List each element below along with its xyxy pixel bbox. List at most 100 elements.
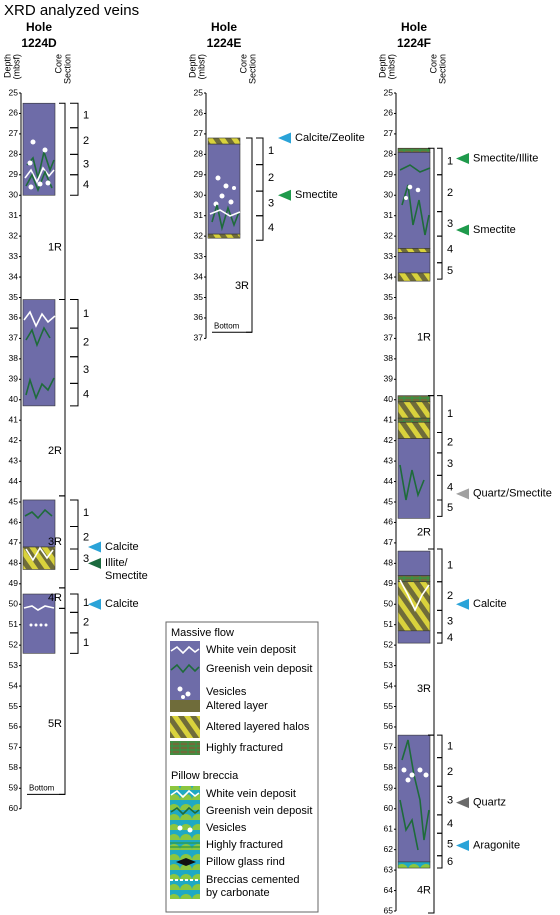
depth-tick-label: 36 [9, 312, 19, 322]
section-bracket [256, 137, 264, 166]
section-bracket [70, 632, 79, 654]
depth-tick-label: 41 [9, 414, 19, 424]
recovered-interval [22, 546, 56, 570]
recovered-interval [397, 252, 431, 274]
depth-tick-label: 38 [384, 353, 394, 363]
depth-tick-label: 65 [384, 905, 394, 915]
depth-tick-label: 53 [384, 660, 394, 670]
depth-tick-label: 63 [384, 864, 394, 874]
section-bracket [437, 431, 443, 454]
depth-tick-label: 60 [9, 803, 19, 813]
xrd-marker [278, 189, 291, 201]
hole-prefix: Hole [401, 20, 427, 34]
depth-tick-label: 58 [9, 762, 19, 772]
depth-tick-label: 49 [384, 578, 394, 588]
axis-label: Core [428, 54, 438, 74]
legend-item: Highly fractured [206, 839, 283, 851]
axis-label: Core [238, 54, 248, 74]
depth-tick-label: 35 [9, 292, 19, 302]
depth-tick-label: 55 [9, 701, 19, 711]
section-bracket [437, 262, 443, 280]
depth-tick-label: 31 [384, 210, 394, 220]
section-bracket [70, 526, 79, 550]
depth-tick-label: 55 [384, 701, 394, 711]
depth-tick-label: 39 [384, 374, 394, 384]
axis-label: Depth [377, 54, 387, 78]
recovered-interval [397, 401, 431, 419]
core-label: 2R [417, 527, 431, 539]
legend-item: White vein deposit [206, 644, 296, 656]
depth-tick-label: 28 [384, 149, 394, 159]
section-bracket [256, 190, 264, 217]
xrd-label: Smectite [295, 189, 338, 201]
section-label: 1 [83, 637, 89, 649]
depth-tick-label: 30 [9, 190, 19, 200]
section-label: 1 [83, 109, 89, 121]
depth-tick-label: 46 [384, 517, 394, 527]
depth-tick-label: 31 [194, 210, 204, 220]
axis-label: Section [437, 54, 447, 84]
depth-tick-label: 57 [9, 742, 19, 752]
recovered-interval [207, 233, 241, 239]
depth-tick-label: 54 [384, 680, 394, 690]
legend-item: Vesicles [206, 686, 247, 698]
section-label: 1 [83, 597, 89, 609]
section-bracket [70, 153, 79, 176]
section-label: 1 [83, 507, 89, 519]
section-bracket [70, 499, 79, 528]
xrd-label: Aragonite [473, 839, 520, 851]
section-bracket [437, 211, 443, 237]
section-label: 2 [447, 437, 453, 449]
section-label: 1 [447, 740, 453, 752]
section-bracket [437, 452, 443, 476]
depth-tick-label: 25 [9, 87, 19, 97]
legend-item: Altered layer [206, 700, 268, 712]
core-bracket [59, 607, 66, 795]
section-label: 5 [447, 265, 453, 277]
section-label: 2 [83, 336, 89, 348]
section-bracket [70, 593, 79, 613]
depth-tick-label: 29 [9, 169, 19, 179]
xrd-marker [456, 598, 469, 610]
depth-tick-label: 30 [384, 190, 394, 200]
depth-tick-label: 45 [384, 496, 394, 506]
depth-tick-label: 33 [9, 251, 19, 261]
hole-name: 1224E [207, 36, 242, 50]
xrd-marker [278, 132, 291, 144]
section-label: 3 [83, 158, 89, 170]
section-bracket [70, 548, 79, 570]
recovered-interval [397, 147, 431, 153]
section-label: 3 [447, 616, 453, 628]
xrd-marker [456, 488, 469, 500]
depth-tick-label: 31 [9, 210, 19, 220]
depth-tick-label: 45 [9, 496, 19, 506]
section-bracket [70, 611, 79, 634]
depth-tick-label: 60 [384, 803, 394, 813]
recovered-interval [397, 272, 431, 282]
bottom-label: Bottom [29, 784, 55, 793]
depth-tick-label: 26 [384, 108, 394, 118]
xrd-label: Calcite [473, 598, 507, 610]
recovered-interval [207, 137, 241, 145]
section-bracket [437, 855, 443, 869]
section-label: 1 [447, 559, 453, 571]
section-label: 3 [447, 794, 453, 806]
xrd-label: Quartz [473, 797, 506, 809]
depth-tick-label: 52 [9, 639, 19, 649]
depth-tick-label: 35 [384, 292, 394, 302]
legend-item: Altered layered halos [206, 721, 310, 733]
core-label: 3R [417, 683, 431, 695]
core-label: 3R [48, 536, 62, 548]
depth-tick-label: 59 [384, 783, 394, 793]
section-label: 2 [83, 135, 89, 147]
recovered-interval [22, 593, 56, 654]
depth-tick-label: 32 [9, 230, 19, 240]
section-label: 2 [447, 590, 453, 602]
section-label: 3 [447, 458, 453, 470]
axis-label: Core [53, 54, 63, 74]
legend-heading: Pillow breccia [171, 770, 239, 782]
depth-tick-label: 38 [9, 353, 19, 363]
legend-item: Greenish vein deposit [206, 805, 312, 817]
core-bracket [59, 299, 66, 497]
